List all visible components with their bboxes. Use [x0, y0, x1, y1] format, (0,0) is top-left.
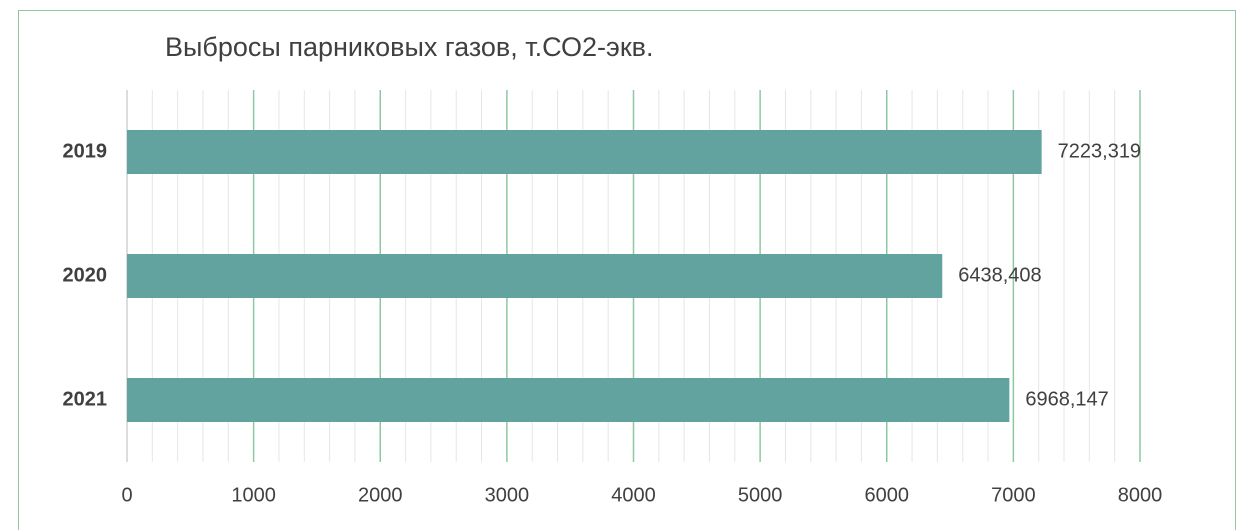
x-tick-label: 5000 [738, 484, 783, 506]
bar-2021 [127, 378, 1010, 422]
category-label: 2020 [63, 264, 108, 286]
bar-2020 [127, 254, 943, 298]
chart-title: Выбросы парниковых газов, т.СО2-экв. [165, 32, 654, 62]
data-label: 6968,147 [1025, 388, 1108, 410]
chart-frame [18, 10, 1236, 530]
data-label: 7223,319 [1058, 140, 1141, 162]
category-label: 2019 [63, 140, 108, 162]
x-tick-label: 0 [121, 484, 132, 506]
x-tick-label: 8000 [1118, 484, 1163, 506]
data-label: 6438,408 [958, 264, 1041, 286]
bar-2019 [127, 130, 1042, 174]
bar-chart: 2019 7223,319 2020 6438,408 2021 6968,147 0 100… [63, 90, 1163, 506]
x-tick-label: 3000 [485, 484, 530, 506]
x-tick-label: 7000 [991, 484, 1036, 506]
x-tick-label: 6000 [865, 484, 910, 506]
category-label: 2021 [63, 388, 108, 410]
x-tick-label: 4000 [611, 484, 656, 506]
x-tick-label: 2000 [358, 484, 403, 506]
x-tick-label: 1000 [231, 484, 276, 506]
